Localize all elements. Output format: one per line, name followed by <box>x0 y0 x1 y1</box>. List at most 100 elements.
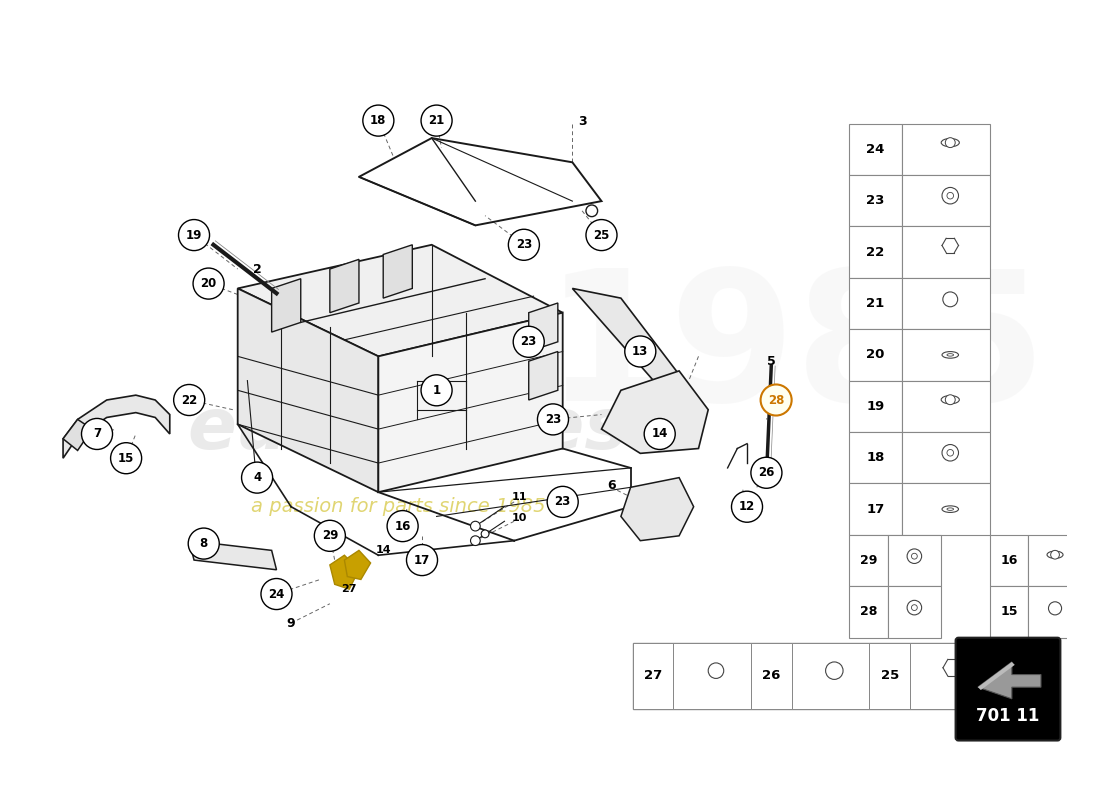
Circle shape <box>943 292 958 306</box>
Circle shape <box>912 554 917 559</box>
Circle shape <box>407 545 438 575</box>
Circle shape <box>912 605 917 610</box>
Bar <box>902 278 990 329</box>
Circle shape <box>942 187 958 204</box>
Circle shape <box>1050 550 1059 559</box>
Circle shape <box>945 138 955 147</box>
Polygon shape <box>978 662 1015 690</box>
Bar <box>849 329 902 381</box>
Polygon shape <box>529 351 558 400</box>
Text: 28: 28 <box>768 394 784 406</box>
Text: 27: 27 <box>644 669 662 682</box>
Circle shape <box>194 268 224 299</box>
Text: 10: 10 <box>512 514 527 523</box>
Circle shape <box>760 385 792 415</box>
Circle shape <box>471 522 481 531</box>
Text: 18: 18 <box>371 114 386 127</box>
Text: 5: 5 <box>767 354 775 368</box>
Text: 22: 22 <box>182 394 197 406</box>
Polygon shape <box>63 395 169 458</box>
Text: 20: 20 <box>200 277 217 290</box>
FancyBboxPatch shape <box>956 638 1060 741</box>
Text: 23: 23 <box>867 194 884 207</box>
Text: 19: 19 <box>867 400 884 413</box>
Text: 29: 29 <box>859 554 877 567</box>
Circle shape <box>586 205 597 217</box>
Text: 23: 23 <box>516 238 532 251</box>
Bar <box>849 483 902 535</box>
Circle shape <box>261 578 292 610</box>
Bar <box>902 432 990 483</box>
Circle shape <box>363 105 394 136</box>
Text: 29: 29 <box>321 530 338 542</box>
Polygon shape <box>330 259 359 313</box>
Bar <box>849 381 902 432</box>
Ellipse shape <box>942 395 959 404</box>
Bar <box>849 226 902 278</box>
Ellipse shape <box>1047 551 1063 558</box>
Circle shape <box>481 530 490 538</box>
Text: 22: 22 <box>867 246 884 258</box>
Text: 25: 25 <box>593 229 609 242</box>
Ellipse shape <box>942 138 959 146</box>
Circle shape <box>1048 602 1062 615</box>
Text: 20: 20 <box>867 348 884 362</box>
Bar <box>632 642 990 709</box>
Text: 2: 2 <box>253 262 262 275</box>
Polygon shape <box>189 541 276 570</box>
Text: 19: 19 <box>186 229 202 242</box>
Text: 12: 12 <box>739 500 755 514</box>
Circle shape <box>421 374 452 406</box>
Circle shape <box>942 445 958 461</box>
Text: 4: 4 <box>253 471 261 484</box>
Text: 28: 28 <box>859 606 877 618</box>
Text: 15: 15 <box>118 452 134 465</box>
Circle shape <box>387 510 418 542</box>
Text: 23: 23 <box>554 495 571 508</box>
Text: 25: 25 <box>880 669 899 682</box>
Circle shape <box>625 336 656 367</box>
Circle shape <box>945 394 955 405</box>
Bar <box>910 642 988 709</box>
Ellipse shape <box>942 506 958 513</box>
Bar <box>1028 586 1081 638</box>
Polygon shape <box>620 478 694 541</box>
Text: 24: 24 <box>867 142 884 156</box>
Text: 6: 6 <box>607 479 616 492</box>
Circle shape <box>315 520 345 551</box>
Circle shape <box>514 326 544 358</box>
Bar <box>849 432 902 483</box>
Circle shape <box>538 404 569 435</box>
Text: 17: 17 <box>414 554 430 566</box>
Polygon shape <box>272 278 300 332</box>
Circle shape <box>471 536 481 546</box>
Text: 14: 14 <box>375 546 390 555</box>
Bar <box>869 642 910 709</box>
Text: eurostores: eurostores <box>187 394 628 464</box>
Polygon shape <box>602 371 708 454</box>
Circle shape <box>81 418 112 450</box>
Text: 701 11: 701 11 <box>977 707 1040 726</box>
Circle shape <box>178 219 210 250</box>
Polygon shape <box>529 303 558 351</box>
Bar <box>888 535 940 586</box>
Text: 16: 16 <box>395 520 410 533</box>
Circle shape <box>908 549 922 563</box>
Circle shape <box>751 458 782 488</box>
Circle shape <box>947 450 954 456</box>
Ellipse shape <box>947 508 954 510</box>
Circle shape <box>732 491 762 522</box>
Bar <box>990 535 1028 586</box>
Bar <box>1028 535 1081 586</box>
Ellipse shape <box>942 351 958 358</box>
Text: 8: 8 <box>199 537 208 550</box>
Text: 1985: 1985 <box>544 263 1047 439</box>
Ellipse shape <box>947 354 954 356</box>
Text: 23: 23 <box>520 335 537 348</box>
Circle shape <box>188 528 219 559</box>
Bar <box>849 175 902 226</box>
Bar <box>902 483 990 535</box>
Circle shape <box>547 486 579 518</box>
Circle shape <box>645 418 675 450</box>
Bar <box>849 278 902 329</box>
